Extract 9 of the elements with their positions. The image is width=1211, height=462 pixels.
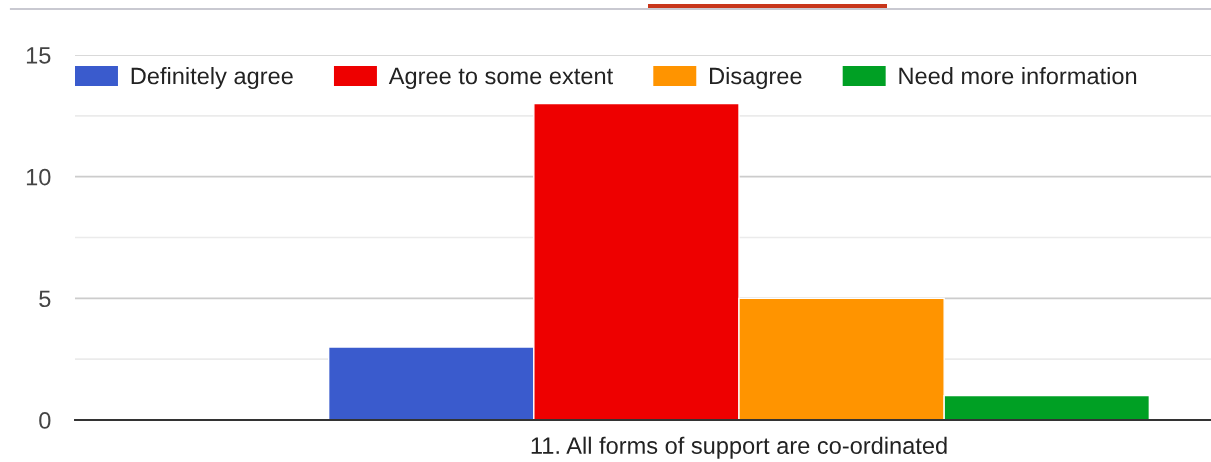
y-tick-label: 10 (26, 168, 51, 186)
legend-label: Definitely agree (131, 67, 293, 90)
y-tick-label: 5 (39, 290, 51, 308)
y-tick-label: 0 (39, 412, 51, 429)
y-tick-label: 15 (26, 47, 51, 64)
x-tick-label: 11. All forms of support are co-ordinated (531, 436, 947, 459)
legend-label: Disagree (710, 67, 802, 90)
legend-label: Need more information (899, 67, 1137, 85)
legend-label: Agree to some extent (388, 67, 613, 90)
